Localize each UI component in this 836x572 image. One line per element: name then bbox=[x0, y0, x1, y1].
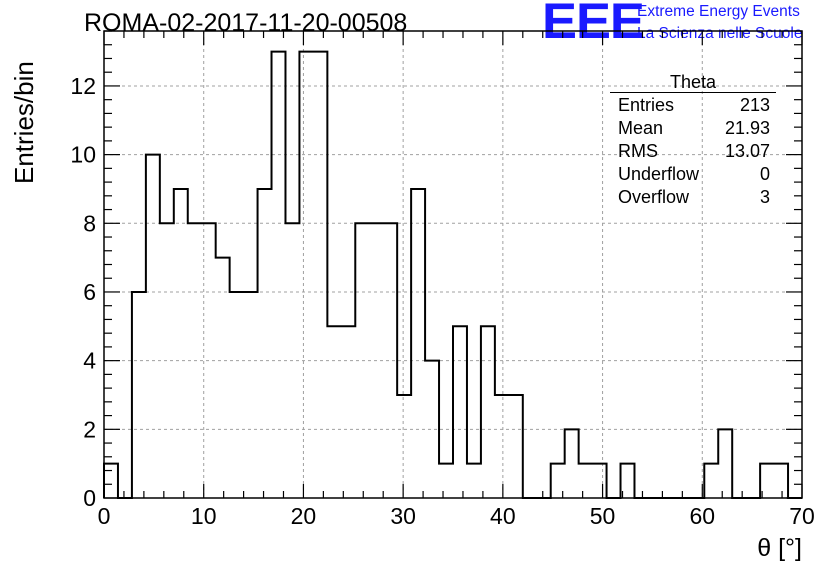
histogram-bin bbox=[299, 52, 313, 498]
histogram-bin bbox=[481, 326, 495, 498]
histogram-bin bbox=[327, 326, 341, 498]
stats-row-mean: Mean 21.93 bbox=[610, 117, 776, 140]
histogram-bin bbox=[495, 395, 509, 498]
stats-label: Overflow bbox=[618, 187, 690, 207]
histogram-bin bbox=[272, 52, 286, 498]
x-tick-label: 0 bbox=[98, 503, 111, 529]
y-axis-label: Entries/bin bbox=[9, 61, 39, 184]
eee-tagline-2: La Scienza nelle Scuole bbox=[637, 25, 803, 42]
x-tick-label: 70 bbox=[789, 503, 815, 529]
histogram-bin bbox=[453, 326, 467, 498]
histogram-bin bbox=[230, 292, 244, 498]
stats-row-overflow: Overflow 3 bbox=[610, 186, 776, 209]
x-tick-label: 50 bbox=[590, 503, 616, 529]
histogram-bin bbox=[174, 189, 188, 498]
histogram-bin bbox=[104, 464, 118, 498]
y-tick-label: 10 bbox=[70, 142, 96, 168]
histogram-bin bbox=[355, 223, 369, 498]
histogram-bin bbox=[397, 395, 411, 498]
eee-tagline-1: Extreme Energy Events bbox=[637, 3, 800, 20]
y-tick-label: 6 bbox=[83, 279, 96, 305]
histogram-bin bbox=[593, 464, 607, 498]
stats-label: Underflow bbox=[618, 164, 700, 184]
x-tick-label: 30 bbox=[390, 503, 416, 529]
histogram-bin bbox=[439, 464, 453, 498]
y-tick-label: 8 bbox=[83, 210, 96, 236]
y-tick-label: 0 bbox=[83, 485, 96, 511]
eee-logo: EEE bbox=[542, 0, 645, 49]
x-tick-label: 10 bbox=[191, 503, 217, 529]
histogram-bin bbox=[258, 189, 272, 498]
stats-label: RMS bbox=[618, 141, 658, 161]
histogram-bin bbox=[467, 464, 481, 498]
histogram-bin bbox=[425, 361, 439, 498]
stats-row-underflow: Underflow 0 bbox=[610, 163, 776, 186]
histogram-bin bbox=[216, 258, 230, 498]
x-tick-label: 60 bbox=[689, 503, 715, 529]
stats-value: 21.93 bbox=[724, 118, 770, 138]
x-axis-label: θ [°] bbox=[757, 534, 802, 562]
y-tick-label: 12 bbox=[70, 73, 96, 99]
stats-value: 13.07 bbox=[724, 141, 770, 161]
histogram-bin bbox=[509, 395, 523, 498]
x-tick-label: 20 bbox=[291, 503, 317, 529]
stats-value: 0 bbox=[759, 164, 770, 184]
histogram-bin bbox=[704, 464, 718, 498]
histogram-bin bbox=[383, 223, 397, 498]
run-title: ROMA-02-2017-11-20-00508 bbox=[84, 9, 408, 37]
histogram-bin bbox=[244, 292, 258, 498]
stats-box: Theta Entries 213 Mean 21.93 RMS 13.07 U… bbox=[610, 72, 776, 209]
histogram-bin bbox=[579, 464, 593, 498]
stats-label: Entries bbox=[618, 95, 675, 115]
histogram-bin bbox=[774, 464, 788, 498]
x-tick-label: 40 bbox=[490, 503, 516, 529]
stats-title: Theta bbox=[610, 72, 776, 93]
histogram-bin bbox=[369, 223, 383, 498]
histogram-bin bbox=[718, 429, 732, 498]
histogram-bin bbox=[160, 223, 174, 498]
stats-value: 213 bbox=[739, 95, 770, 115]
stats-row-entries: Entries 213 bbox=[610, 94, 776, 117]
stats-value: 3 bbox=[759, 187, 770, 207]
histogram-bin bbox=[132, 292, 146, 498]
stats-row-rms: RMS 13.07 bbox=[610, 140, 776, 163]
histogram-bin bbox=[313, 52, 327, 498]
histogram-bin bbox=[188, 223, 202, 498]
histogram-bin bbox=[202, 223, 216, 498]
stats-label: Mean bbox=[618, 118, 664, 138]
histogram-bin bbox=[146, 155, 160, 498]
histogram-bin bbox=[341, 326, 355, 498]
y-tick-label: 4 bbox=[83, 348, 96, 374]
histogram-bin bbox=[285, 223, 299, 498]
histogram-bin bbox=[411, 189, 425, 498]
histogram-bin bbox=[565, 429, 579, 498]
y-tick-label: 2 bbox=[83, 416, 96, 442]
